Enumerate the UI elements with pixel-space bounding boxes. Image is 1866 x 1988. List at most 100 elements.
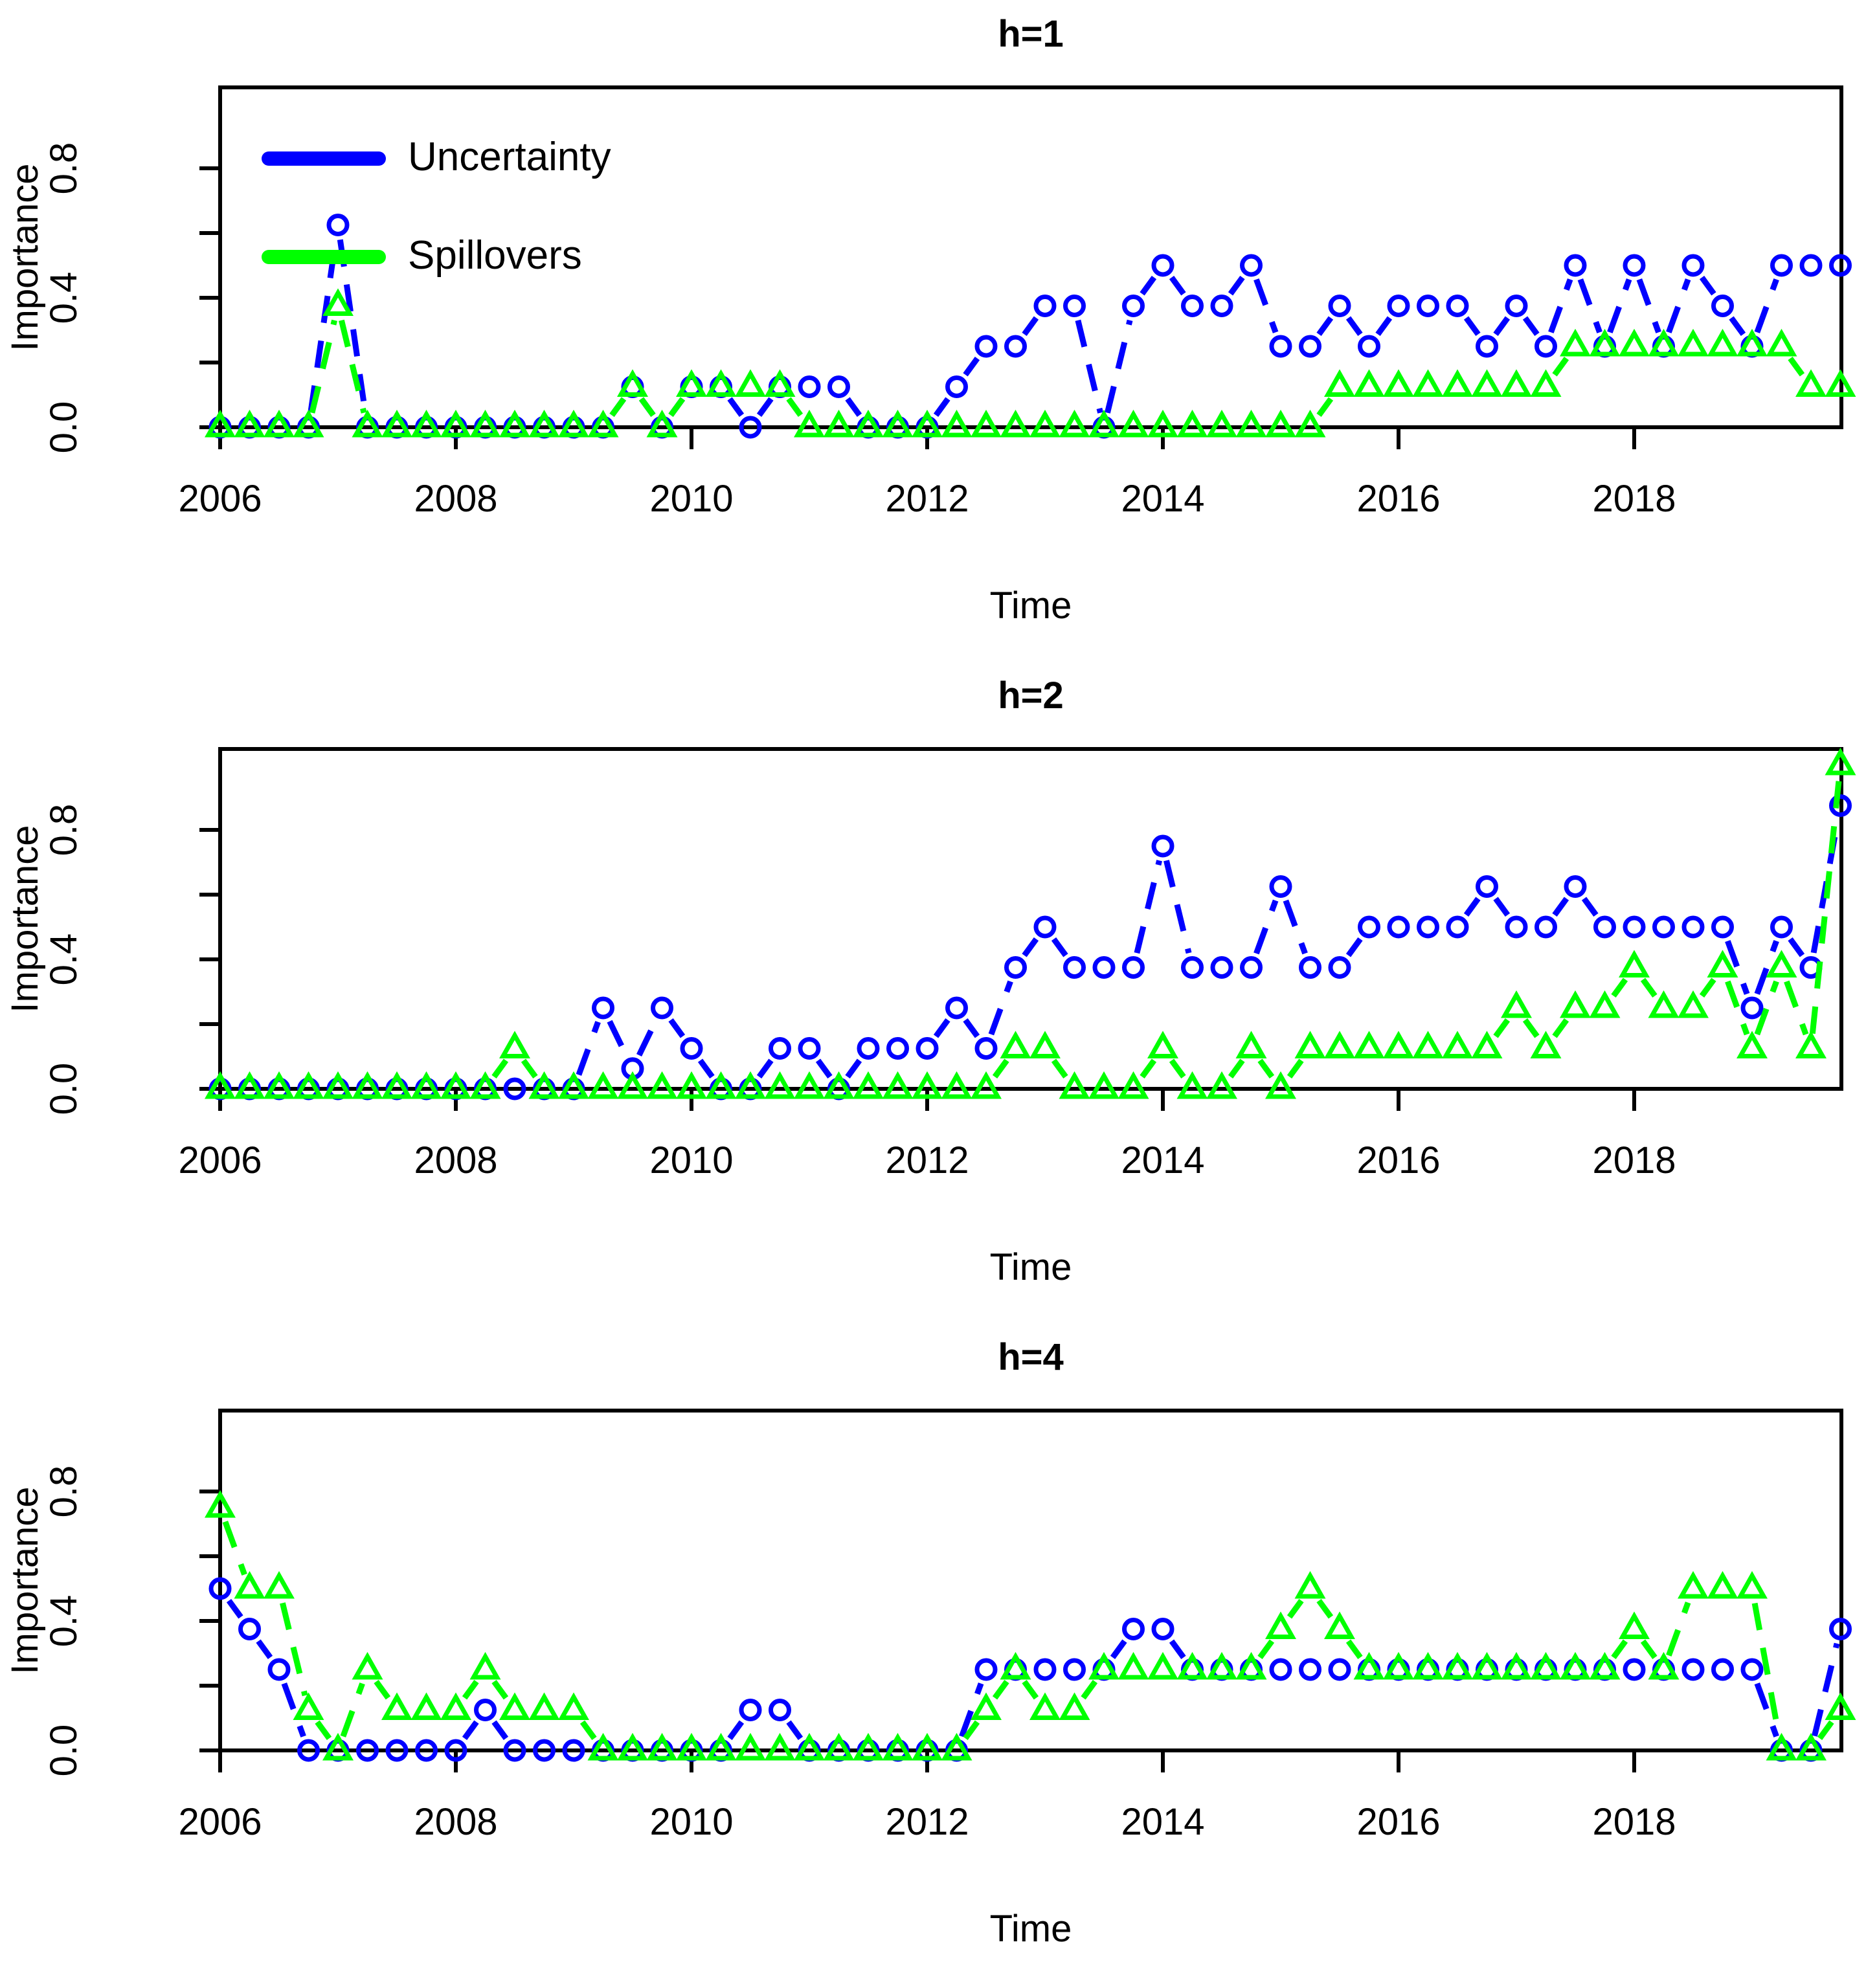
y-tick-label: 0.0 bbox=[43, 1725, 85, 1777]
spillovers-point-marker bbox=[1737, 328, 1768, 357]
spillovers-segment bbox=[1666, 1602, 1691, 1657]
spillovers-segment bbox=[1257, 1639, 1275, 1660]
uncertainty-point-marker bbox=[1299, 956, 1321, 979]
spillovers-point-marker bbox=[735, 369, 766, 397]
spillovers-point-marker bbox=[764, 369, 796, 397]
y-tick-label: 0.8 bbox=[43, 142, 85, 195]
uncertainty-segment bbox=[226, 1598, 243, 1619]
uncertainty-point-marker bbox=[1740, 996, 1764, 1020]
uncertainty-point-marker bbox=[503, 1077, 526, 1100]
uncertainty-segment bbox=[1607, 278, 1632, 333]
uncertainty-point-marker bbox=[1446, 295, 1469, 317]
uncertainty-point-marker bbox=[267, 1658, 291, 1681]
uncertainty-segment bbox=[576, 1021, 601, 1076]
uncertainty-point-marker bbox=[1004, 335, 1027, 358]
spillovers-point-marker bbox=[1412, 1651, 1444, 1680]
y-tick-label: 0.4 bbox=[43, 933, 85, 986]
spillovers-point-marker bbox=[1206, 409, 1237, 438]
uncertainty-point-marker bbox=[1033, 1658, 1057, 1681]
uncertainty-point-marker bbox=[1829, 794, 1852, 817]
spillovers-point-marker bbox=[1176, 409, 1208, 438]
spillovers-point-marker bbox=[1118, 1071, 1149, 1099]
spillovers-point-marker bbox=[853, 1071, 884, 1099]
uncertainty-point-marker bbox=[1681, 254, 1705, 277]
uncertainty-segment bbox=[1022, 316, 1039, 337]
uncertainty-segment bbox=[1051, 937, 1068, 957]
uncertainty-segment bbox=[1522, 316, 1540, 337]
uncertainty-point-marker bbox=[503, 1739, 526, 1762]
uncertainty-point-marker bbox=[798, 375, 821, 398]
spillovers-point-marker bbox=[234, 1570, 265, 1599]
spillovers-point-marker bbox=[410, 409, 442, 438]
spillovers-point-marker bbox=[823, 1732, 855, 1761]
spillovers-point-marker bbox=[528, 1692, 560, 1720]
spillovers-point-marker bbox=[381, 1071, 412, 1099]
spillovers-point-marker bbox=[1324, 369, 1355, 397]
uncertainty-point-marker bbox=[1623, 915, 1646, 939]
spillovers-point-marker bbox=[264, 1570, 295, 1599]
spillovers-point-marker bbox=[352, 1651, 383, 1680]
spillovers-point-marker bbox=[1678, 328, 1709, 357]
uncertainty-point-marker bbox=[798, 1037, 821, 1060]
spillovers-point-marker bbox=[381, 409, 412, 438]
uncertainty-segment bbox=[1754, 278, 1779, 333]
spillovers-point-marker bbox=[1353, 1651, 1385, 1680]
y-tick-label: 0.4 bbox=[43, 1595, 85, 1647]
spillovers-point-marker bbox=[853, 1732, 884, 1761]
x-axis-title: Time bbox=[990, 585, 1072, 627]
spillovers-point-marker bbox=[794, 409, 825, 438]
uncertainty-point-marker bbox=[533, 1739, 556, 1762]
spillovers-point-marker bbox=[1619, 950, 1650, 977]
uncertainty-point-marker bbox=[1564, 254, 1587, 277]
spillovers-segment bbox=[521, 1058, 538, 1079]
legend-label: Uncertainty bbox=[408, 135, 611, 179]
spillovers-segment bbox=[1081, 1679, 1098, 1700]
spillovers-point-marker bbox=[1737, 1031, 1768, 1058]
spillovers-point-marker bbox=[676, 369, 707, 397]
uncertainty-point-marker bbox=[1122, 295, 1145, 317]
uncertainty-segment bbox=[1253, 278, 1279, 333]
spillovers-point-marker bbox=[205, 409, 236, 438]
uncertainty-point-marker bbox=[1122, 956, 1145, 979]
uncertainty-point-marker bbox=[1505, 915, 1528, 939]
spillovers-point-marker bbox=[764, 1071, 796, 1099]
spillovers-point-marker bbox=[1235, 1651, 1267, 1680]
spillovers-segment bbox=[1817, 1720, 1834, 1741]
uncertainty-point-marker bbox=[1181, 295, 1204, 317]
uncertainty-segment bbox=[1253, 899, 1279, 955]
spillovers-point-marker bbox=[1383, 1031, 1414, 1058]
spillovers-segment bbox=[1022, 1679, 1039, 1700]
x-tick-label: 2012 bbox=[885, 1139, 969, 1181]
uncertainty-segment bbox=[1228, 275, 1245, 296]
spillovers-point-marker bbox=[971, 409, 1002, 438]
x-tick-label: 2010 bbox=[649, 1139, 733, 1181]
uncertainty-point-marker bbox=[1151, 254, 1175, 277]
x-tick-label: 2016 bbox=[1356, 1139, 1440, 1181]
uncertainty-point-marker bbox=[651, 996, 673, 1020]
spillovers-point-marker bbox=[1530, 1031, 1562, 1058]
x-tick-label: 2016 bbox=[1356, 1801, 1440, 1843]
uncertainty-point-marker bbox=[562, 1739, 585, 1762]
uncertainty-segment bbox=[1140, 275, 1157, 296]
spillovers-point-marker bbox=[1707, 1570, 1738, 1599]
spillovers-point-marker bbox=[587, 1732, 619, 1761]
spillovers-point-marker bbox=[1560, 328, 1591, 357]
spillovers-point-marker bbox=[1265, 1611, 1296, 1639]
spillovers-segment bbox=[579, 1720, 597, 1741]
spillovers-point-marker bbox=[558, 409, 589, 438]
spillovers-point-marker bbox=[794, 1071, 825, 1099]
spillovers-point-marker bbox=[1206, 1071, 1237, 1099]
uncertainty-point-marker bbox=[1033, 915, 1057, 939]
uncertainty-point-marker bbox=[1681, 1658, 1705, 1681]
spillovers-point-marker bbox=[1766, 1732, 1797, 1761]
x-tick-label: 2012 bbox=[885, 478, 969, 520]
uncertainty-point-marker bbox=[1210, 956, 1233, 979]
spillovers-segment bbox=[1725, 980, 1750, 1036]
spillovers-point-marker bbox=[1059, 409, 1090, 438]
spillovers-point-marker bbox=[1795, 1031, 1827, 1058]
spillovers-segment bbox=[1640, 977, 1658, 998]
y-tick-label: 0.8 bbox=[43, 1466, 85, 1518]
uncertainty-segment bbox=[1493, 897, 1511, 917]
spillovers-point-marker bbox=[1648, 1651, 1680, 1680]
spillovers-point-marker bbox=[234, 409, 265, 438]
